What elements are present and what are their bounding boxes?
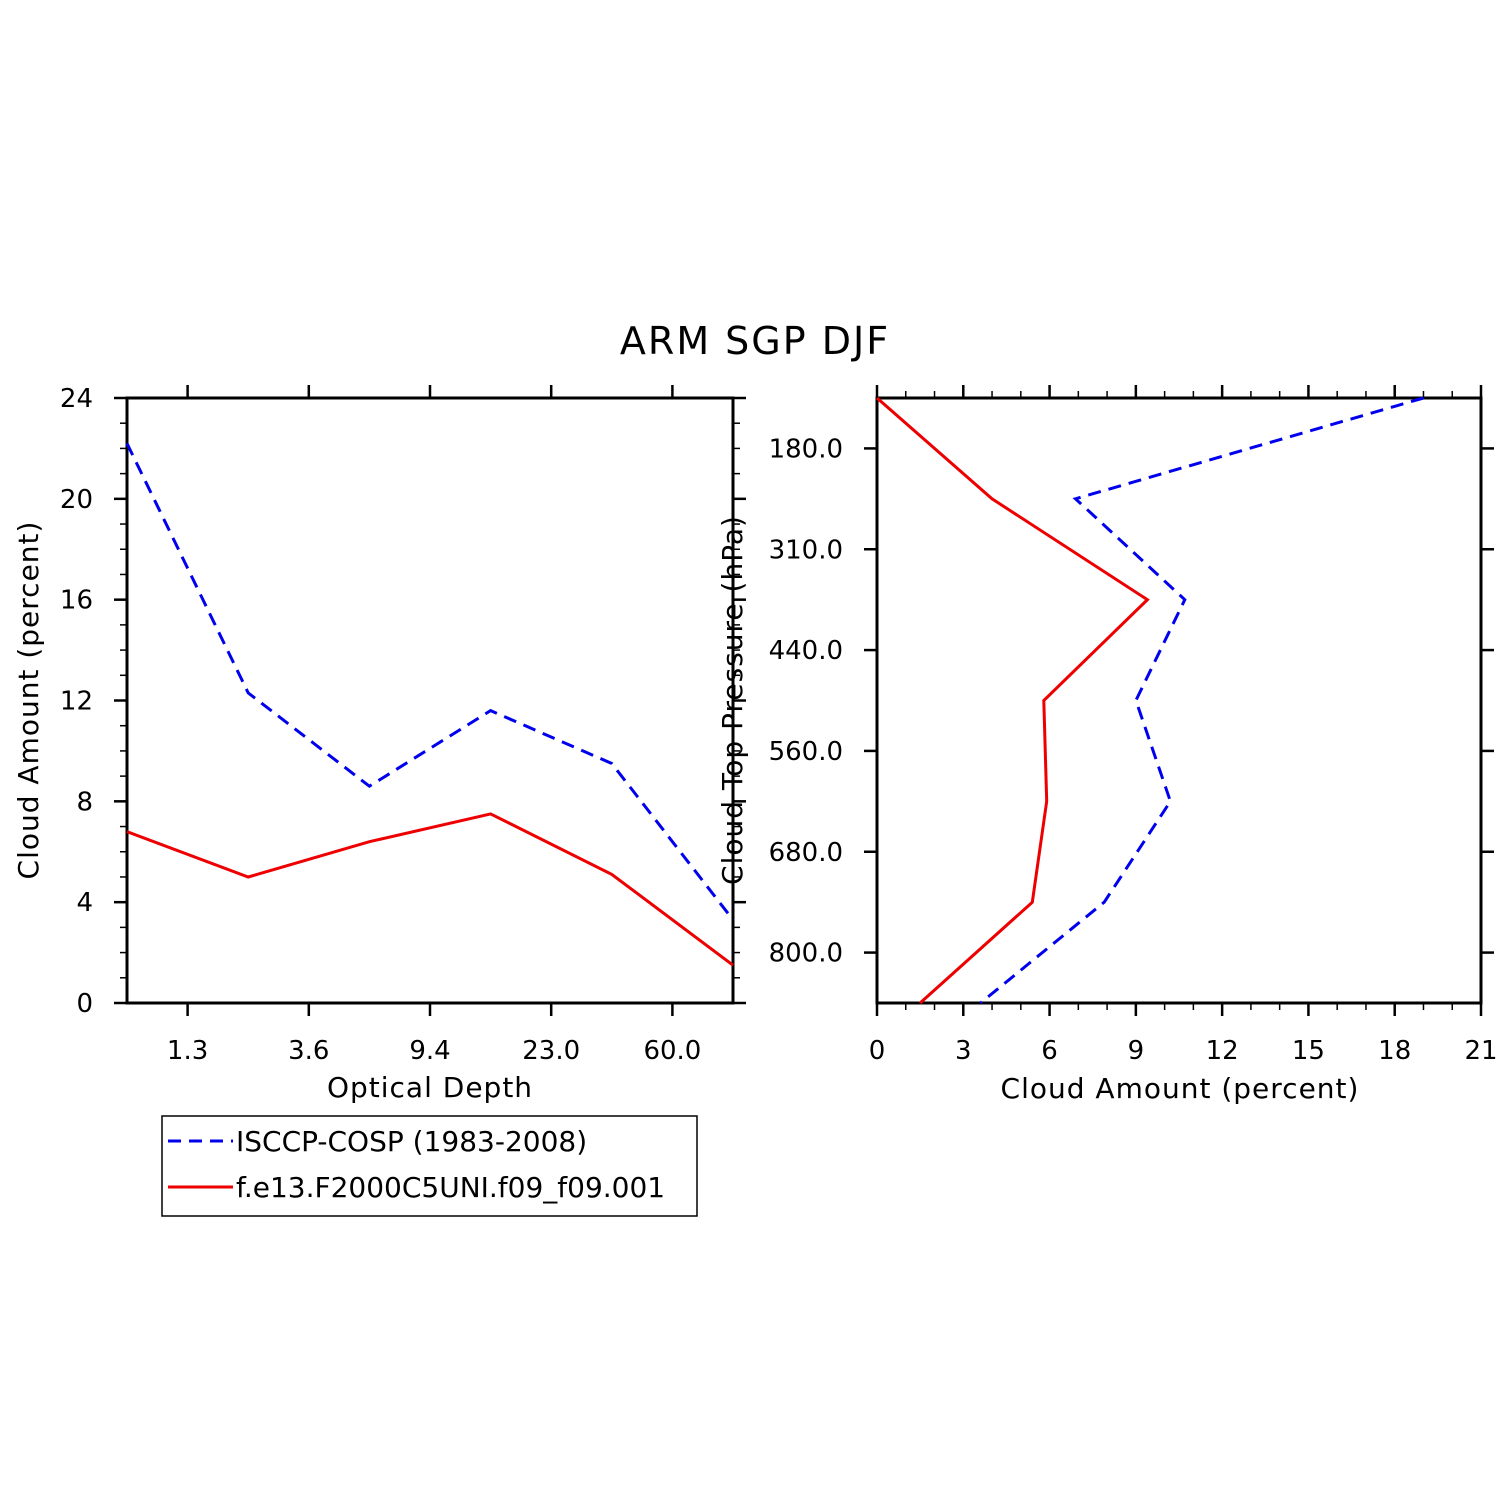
right-y-tick-label: 560.0	[769, 737, 843, 767]
right-x-tick-label: 21	[1464, 1036, 1497, 1066]
right-chart: 0 3 6 9 12 15 18 21 180.0 310.0 440.0 560.0 680.0 800…	[716, 385, 1498, 1105]
left-y-tick-label: 20	[60, 485, 93, 515]
right-x-axis-label: Cloud Amount (percent)	[1001, 1072, 1360, 1105]
right-x-tick-label: 15	[1292, 1036, 1325, 1066]
right-y-tick-label: 680.0	[769, 838, 843, 868]
right-x-tick-label: 9	[1128, 1036, 1145, 1066]
left-series	[125, 442, 735, 967]
left-y-tick-label: 12	[60, 687, 93, 717]
right-y-tick-label: 440.0	[769, 636, 843, 666]
left-y-tick-label: 8	[76, 787, 93, 817]
right-y-tick-label: 180.0	[769, 434, 843, 464]
left-x-tick-label: 9.4	[409, 1036, 450, 1066]
right-series-line-1	[876, 396, 1150, 1005]
left-x-tick-label: 23.0	[522, 1036, 580, 1066]
left-ticks: 0 4 8 12 16 20 24 1.3 3.6 9.4 23.0 60.0	[60, 384, 746, 1066]
left-chart: 0 4 8 12 16 20 24 1.3 3.6 9.4 23.0 60.0 Optical Dep…	[12, 384, 746, 1104]
right-y-axis-label: Cloud Top Pressure (hPa)	[716, 515, 749, 885]
left-series-line-1	[126, 812, 734, 967]
left-y-tick-label: 24	[60, 384, 93, 414]
legend-label-isccp: ISCCP-COSP (1983-2008)	[236, 1125, 587, 1158]
legend-label-model: f.e13.F2000C5UNI.f09_f09.001	[236, 1171, 665, 1204]
left-x-tick-label: 3.6	[288, 1036, 329, 1066]
right-x-tick-label: 12	[1206, 1036, 1239, 1066]
right-y-tick-label: 800.0	[769, 939, 843, 969]
legend-box	[161, 1115, 698, 1217]
left-plot-frame	[125, 396, 735, 1005]
left-x-tick-label: 60.0	[643, 1036, 701, 1066]
right-ticks: 0 3 6 9 12 15 18 21 180.0 310.0 440.0 560.0 680.0 800…	[769, 385, 1498, 1066]
right-y-tick-label: 310.0	[769, 535, 843, 565]
right-x-tick-label: 0	[869, 1036, 886, 1066]
left-y-tick-label: 16	[60, 586, 93, 616]
right-x-tick-label: 6	[1041, 1036, 1058, 1066]
right-x-tick-label: 18	[1378, 1036, 1411, 1066]
left-x-tick-label: 1.3	[167, 1036, 208, 1066]
left-y-tick-label: 0	[76, 989, 93, 1019]
left-y-axis-label: Cloud Amount (percent)	[12, 521, 45, 880]
right-x-tick-label: 3	[955, 1036, 972, 1066]
figure-title: ARM SGP DJF	[620, 319, 890, 363]
right-plot-frame	[875, 396, 1483, 1005]
left-series-line-0	[125, 442, 735, 921]
right-series	[876, 396, 1424, 1005]
left-y-tick-label: 4	[76, 888, 93, 918]
legend: ISCCP-COSP (1983-2008) f.e13.F2000C5UNI.…	[161, 1115, 698, 1217]
right-series-line-0	[979, 396, 1424, 1005]
left-x-axis-label: Optical Depth	[327, 1071, 533, 1104]
